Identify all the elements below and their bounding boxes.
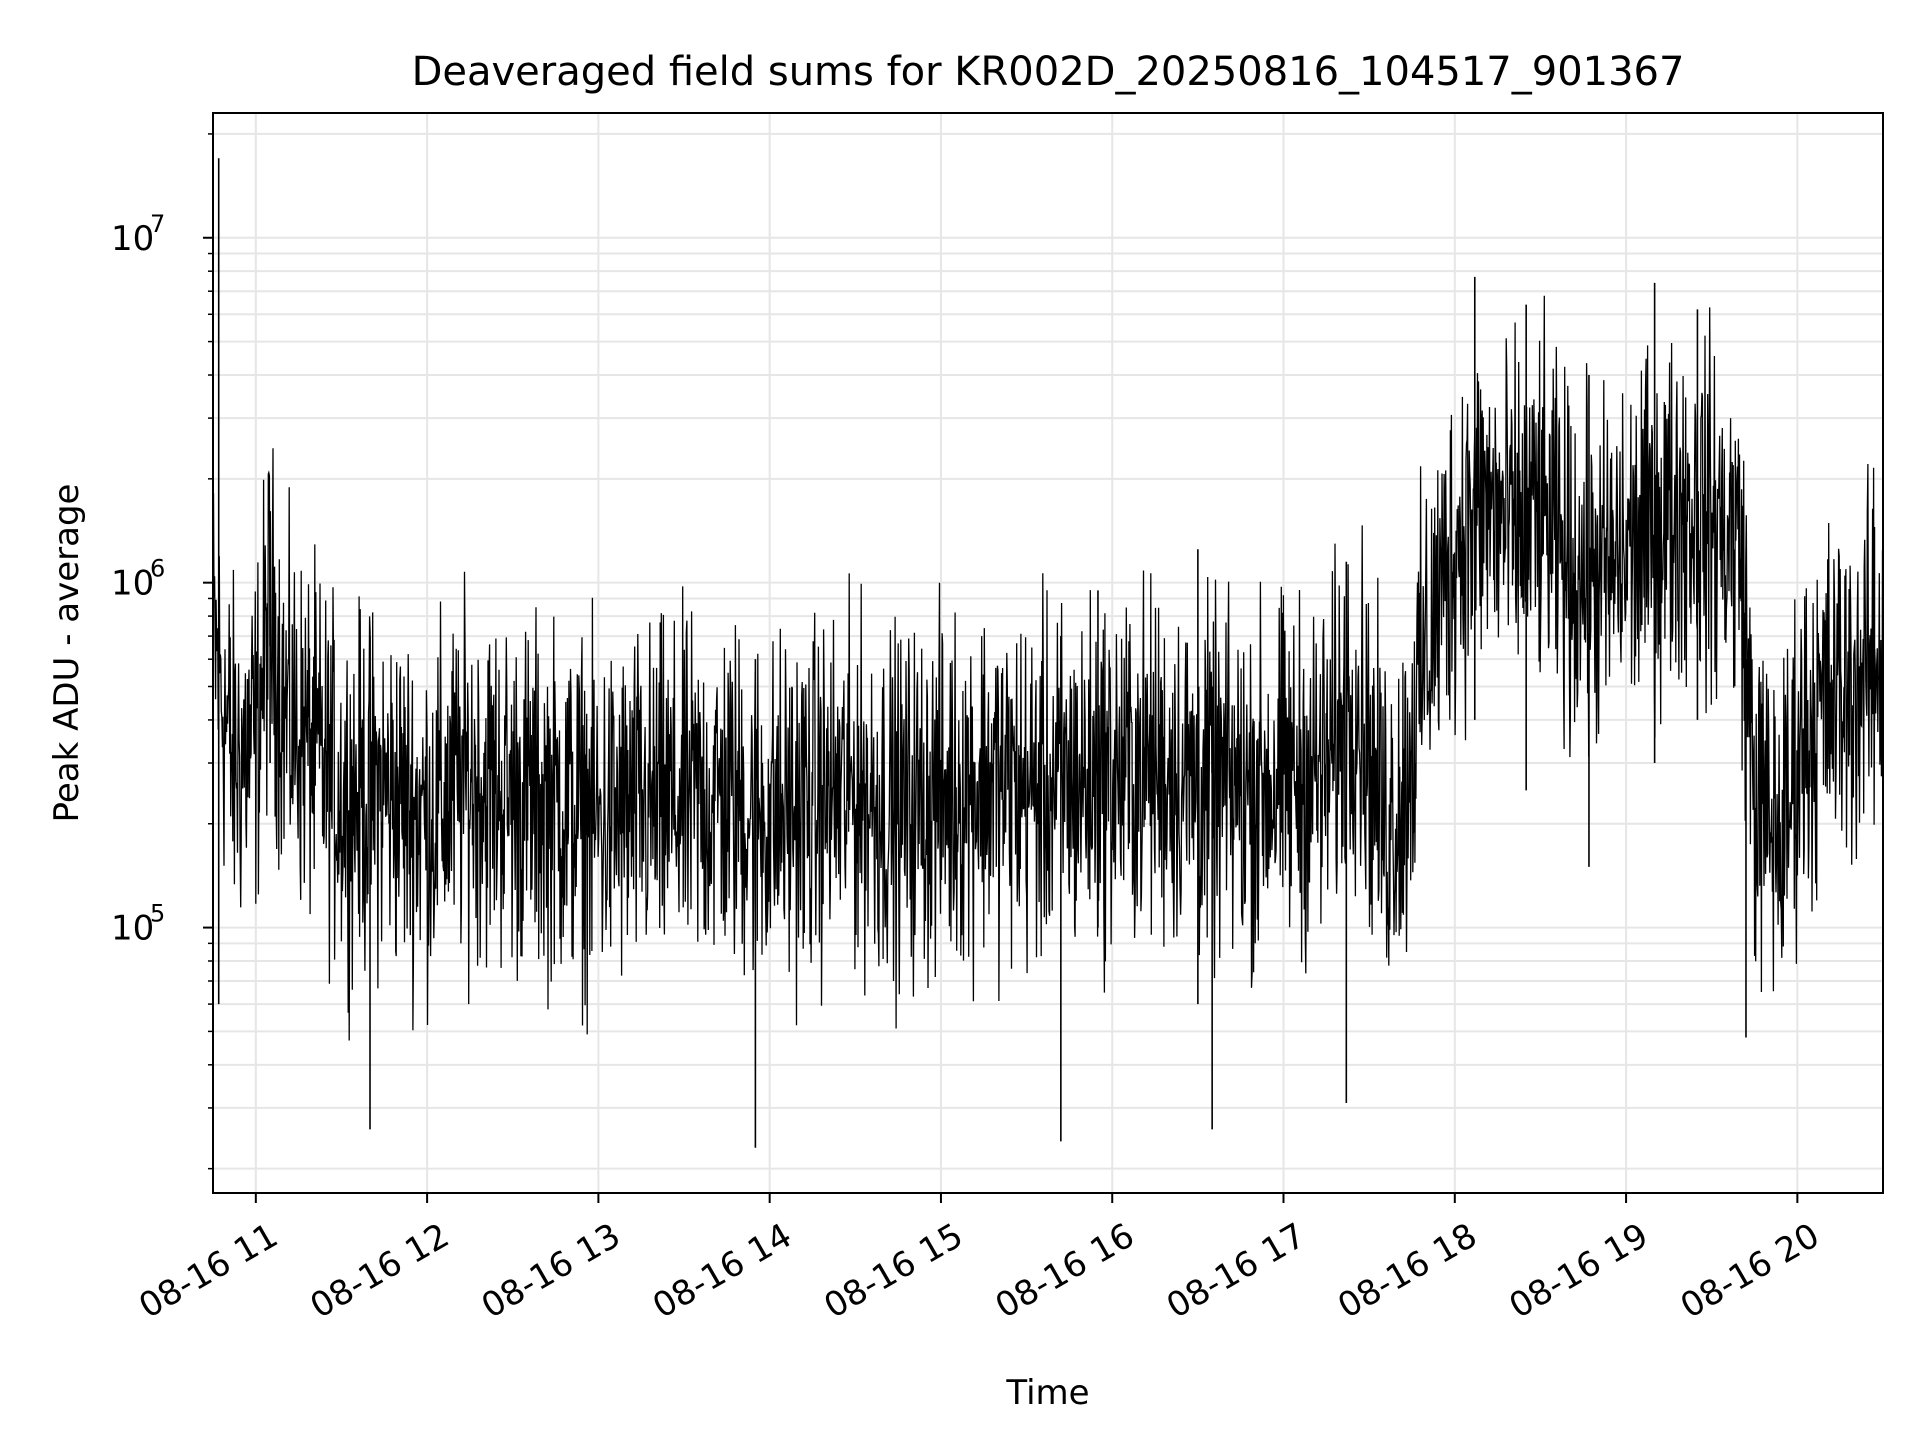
y-tick-label: 10 <box>111 909 154 949</box>
y-tick-label: 10 <box>111 564 154 604</box>
series-line <box>212 295 1884 1041</box>
grid-layer <box>213 113 1883 1193</box>
y-axis-label: Peak ADU - average <box>47 484 87 823</box>
y-tick-label-exponent: 5 <box>150 900 165 928</box>
chart-title: Deaveraged field sums for KR002D_2025081… <box>412 49 1685 95</box>
x-axis-label: Time <box>1005 1373 1089 1413</box>
y-tick-label-exponent: 7 <box>150 210 165 238</box>
y-tick-label-exponent: 6 <box>150 555 165 583</box>
data-layer <box>212 158 1884 1148</box>
y-tick-label: 10 <box>111 219 154 259</box>
plot-frame <box>212 112 1884 1194</box>
